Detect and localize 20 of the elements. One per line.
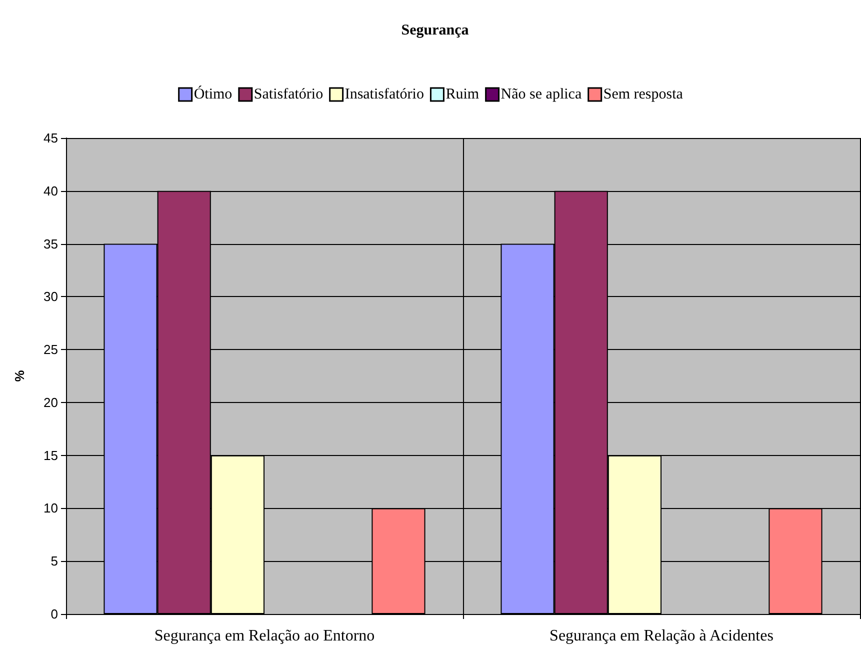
y-tick-label: 35: [44, 236, 58, 252]
y-tick-label: 30: [44, 289, 58, 304]
legend-label: Não se aplica: [500, 86, 582, 102]
y-tick-label: 15: [44, 448, 58, 463]
legend-label: Satisfatório: [254, 86, 324, 102]
legend-label: Sem resposta: [603, 86, 684, 102]
y-tick-label: 20: [44, 394, 58, 410]
legend-label: Insatisfatório: [344, 86, 424, 102]
chart-title: Segurança: [401, 22, 470, 38]
legend-label: Ótimo: [194, 86, 232, 102]
y-tick-label: 0: [50, 606, 58, 622]
y-axis-title: %: [12, 370, 27, 382]
y-tick-label: 45: [44, 130, 58, 146]
x-tick-label: Segurança em Relação ao Entorno: [154, 628, 375, 644]
y-tick-label: 5: [50, 554, 58, 569]
y-tick-label: 25: [44, 342, 58, 358]
legend-label: Ruim: [446, 86, 480, 102]
y-tick-label: 10: [44, 500, 58, 516]
y-tick-label: 40: [44, 183, 58, 198]
x-tick-label: Segurança em Relação à Acidentes: [550, 628, 774, 644]
